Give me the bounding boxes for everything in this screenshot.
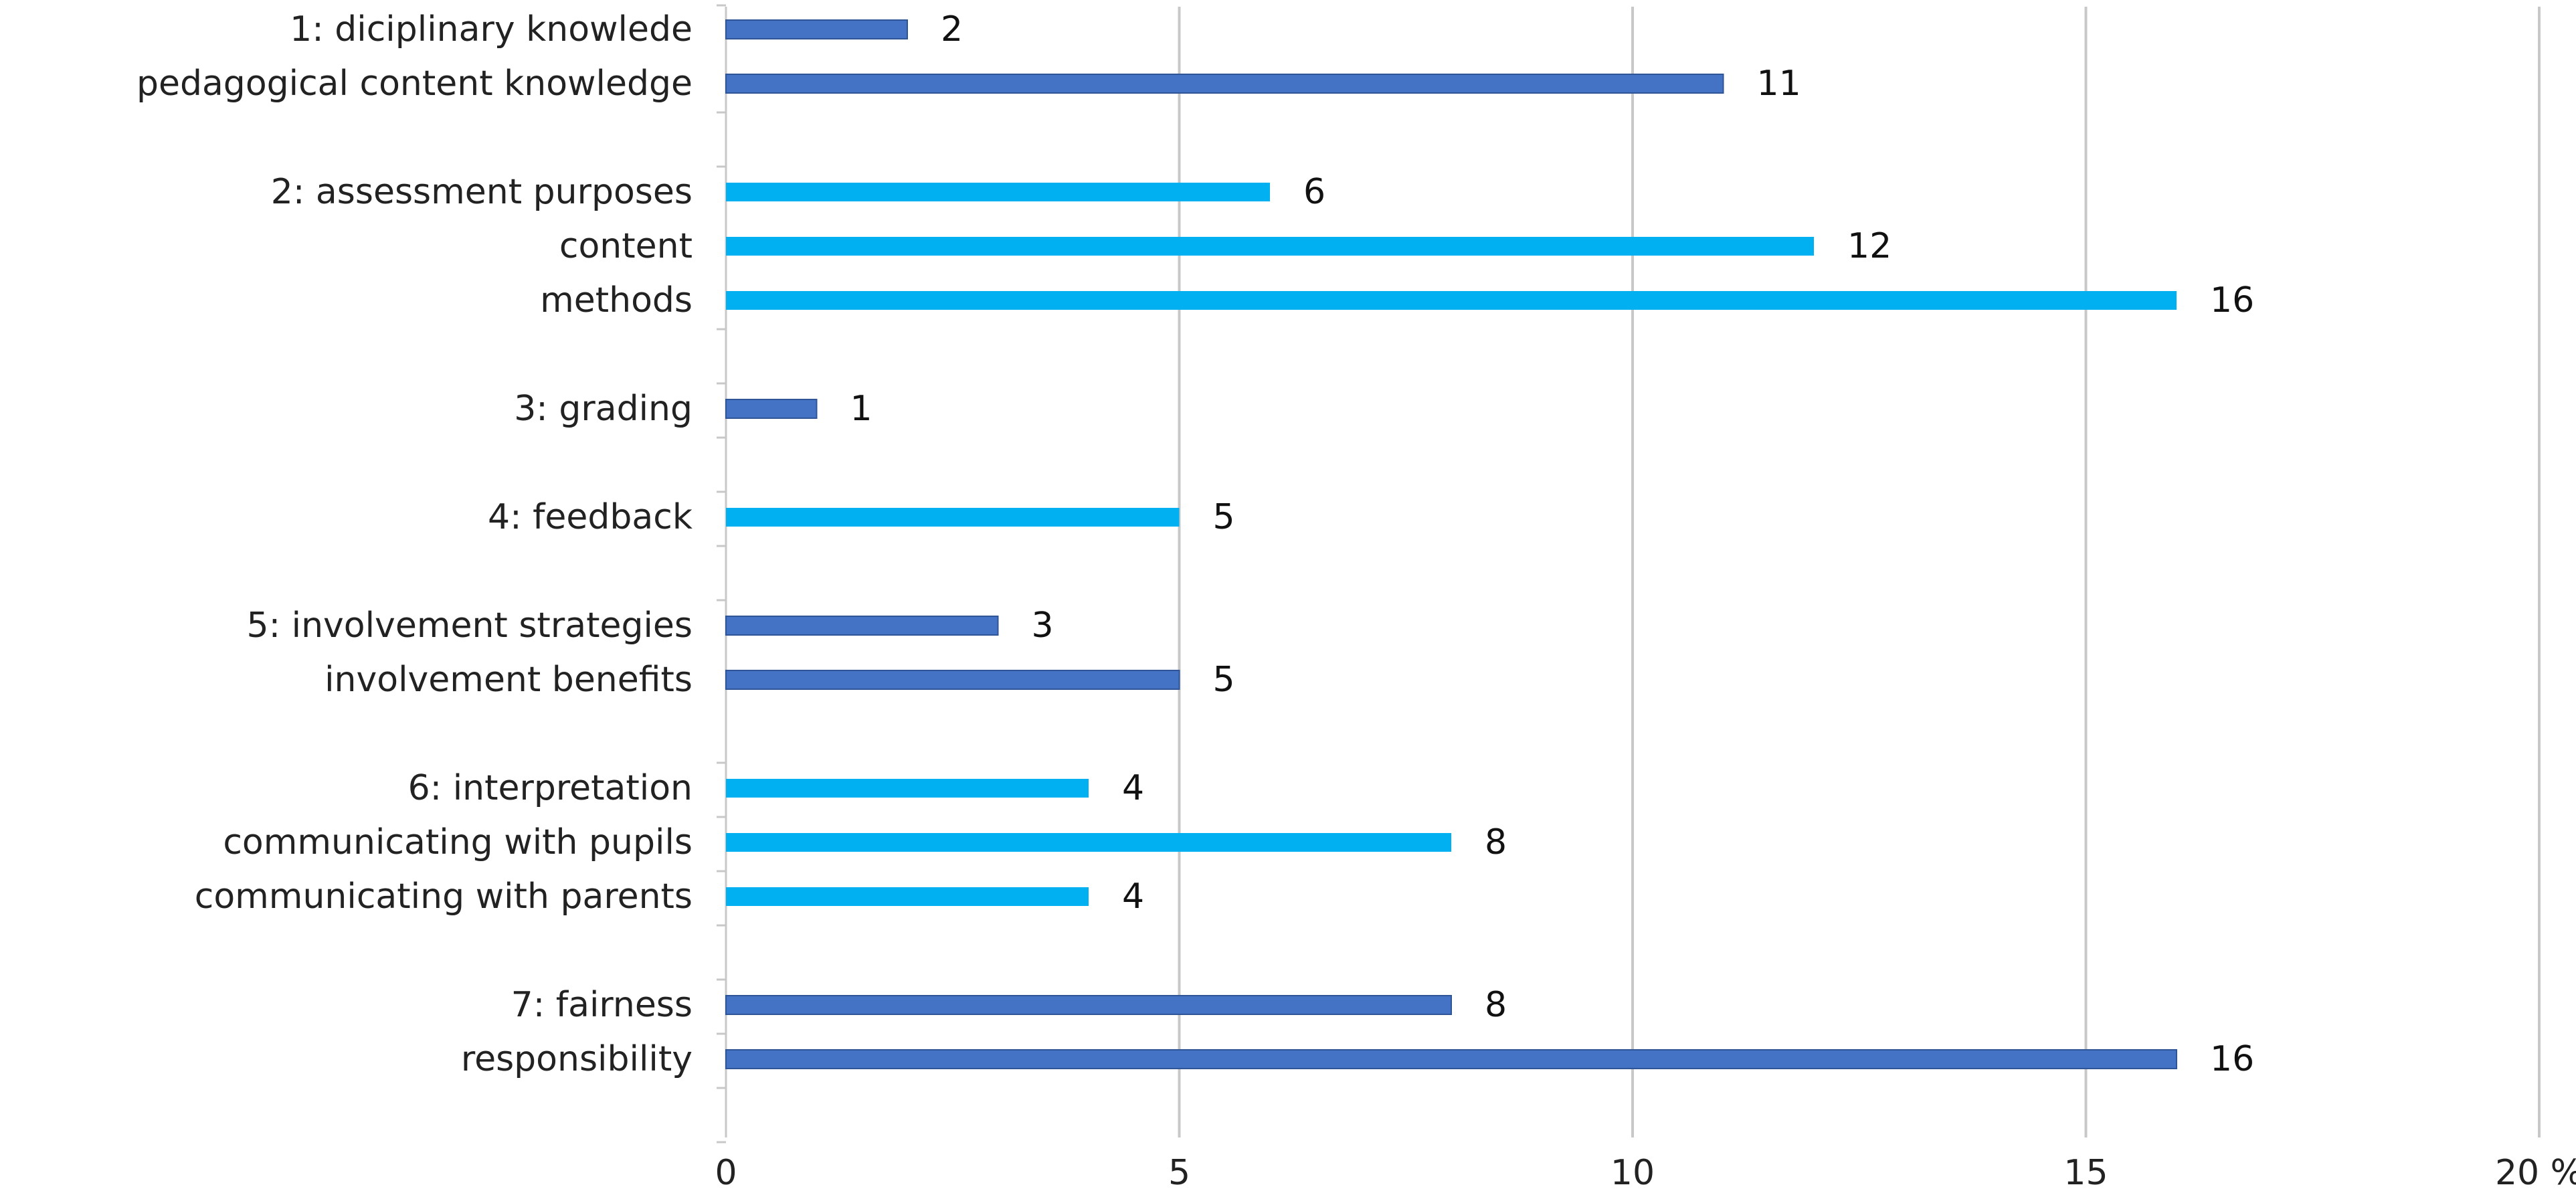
data-label: 8 (1485, 822, 1507, 862)
grid-lines (1178, 7, 2541, 1137)
data-label: 5 (1213, 497, 1235, 537)
bar-10 (726, 779, 1089, 798)
category-label: methods (540, 280, 693, 320)
bar-5 (726, 291, 2177, 310)
category-label: responsibility (461, 1039, 693, 1079)
bar-9 (725, 670, 1180, 690)
category-label: 3: grading (514, 389, 693, 429)
bar-7 (726, 508, 1180, 527)
data-label: 4 (1122, 768, 1144, 808)
data-label: 16 (2210, 1039, 2254, 1079)
data-label: 16 (2210, 280, 2254, 320)
bar-11 (726, 833, 1451, 852)
data-label: 6 (1303, 172, 1325, 212)
data-label: 8 (1485, 985, 1507, 1025)
x-tick-label-10: 10 (1611, 1153, 1655, 1191)
bar-13 (725, 995, 1452, 1015)
bar-8 (725, 616, 999, 636)
x-axis-tick-labels: 0 5 10 15 20 % (715, 1153, 2576, 1191)
data-label: 12 (1847, 226, 1892, 266)
data-label: 3 (1032, 606, 1054, 646)
category-axis (717, 4, 727, 1143)
category-labels: 1: diciplinary knowlede pedagogical conte… (136, 9, 693, 1079)
bar-2 (725, 74, 1724, 94)
category-label: 2: assessment purposes (271, 172, 693, 212)
category-label: involvement benefits (325, 660, 693, 700)
bar-12 (726, 887, 1089, 906)
data-label: 11 (1757, 64, 1801, 104)
category-label: 1: diciplinary knowlede (290, 9, 693, 50)
bar-3 (726, 183, 1270, 201)
category-label: 7: fairness (511, 985, 693, 1025)
bars (725, 19, 2177, 1069)
category-label: communicating with parents (195, 877, 693, 917)
bar-6 (725, 399, 818, 419)
bar-14 (725, 1049, 2177, 1069)
data-label: 4 (1122, 877, 1144, 917)
x-tick-label-5: 5 (1168, 1153, 1190, 1191)
x-tick-label-0: 0 (715, 1153, 737, 1191)
bar-1 (725, 19, 908, 39)
data-label: 2 (941, 9, 963, 50)
category-label: content (559, 226, 693, 266)
category-label: 6: interpretation (408, 768, 693, 808)
x-tick-label-20: 20 % (2495, 1153, 2576, 1191)
category-label: 4: feedback (488, 497, 693, 537)
category-label: pedagogical content knowledge (136, 64, 693, 104)
bar-4 (726, 237, 1814, 256)
data-label: 1 (850, 389, 872, 429)
category-label: communicating with pupils (223, 822, 693, 862)
data-labels: 2 11 6 12 16 1 5 3 5 4 8 4 8 16 (850, 9, 2255, 1079)
category-label: 5: involvement strategies (246, 606, 693, 646)
x-tick-label-15: 15 (2063, 1153, 2108, 1191)
data-label: 5 (1213, 660, 1235, 700)
